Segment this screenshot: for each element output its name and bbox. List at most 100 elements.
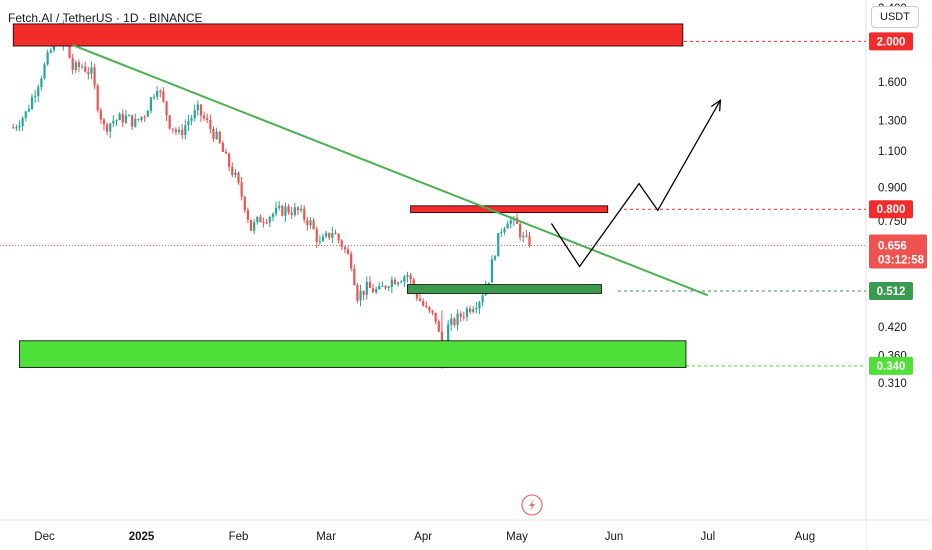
candle-body bbox=[368, 281, 372, 289]
current-price-value: 0.656 bbox=[878, 241, 907, 253]
price-tick-label: 0.750 bbox=[878, 216, 907, 228]
candle-body bbox=[359, 290, 362, 301]
candle-body bbox=[228, 153, 231, 167]
zone-resistance-mid[interactable] bbox=[410, 205, 609, 214]
candle-body bbox=[184, 125, 187, 135]
candle-body bbox=[378, 285, 381, 290]
candle-body bbox=[134, 118, 137, 127]
candle-body bbox=[453, 318, 456, 326]
candle-body bbox=[400, 281, 403, 283]
candle-body bbox=[140, 116, 143, 120]
candle-body bbox=[284, 206, 287, 216]
candle-body bbox=[240, 182, 243, 197]
candle-body bbox=[350, 254, 353, 269]
candle-body bbox=[174, 129, 178, 132]
candle-body bbox=[278, 205, 281, 208]
candle-body bbox=[459, 313, 462, 317]
candle-body bbox=[325, 232, 328, 237]
zone-resistance-top[interactable] bbox=[12, 23, 684, 47]
candle-body bbox=[27, 109, 30, 112]
time-axis[interactable] bbox=[0, 521, 866, 550]
candle-body bbox=[312, 220, 315, 230]
candle-body bbox=[396, 282, 400, 285]
projection-arrowhead bbox=[710, 98, 722, 112]
symbol-title[interactable]: Fetch.AI / TetherUS · 1D · BINANCE bbox=[8, 11, 203, 25]
candle-body bbox=[231, 166, 234, 176]
candle-body bbox=[146, 110, 149, 117]
candle-body bbox=[343, 246, 347, 250]
candle-body bbox=[112, 120, 115, 124]
time-tick-label: Mar bbox=[316, 531, 336, 543]
candle-body bbox=[293, 207, 296, 215]
candle-body bbox=[365, 281, 368, 295]
zone-support-bottom[interactable] bbox=[19, 340, 687, 368]
price-tick-label: 1.600 bbox=[878, 77, 907, 89]
candle-body bbox=[99, 110, 102, 120]
candle-body bbox=[274, 207, 278, 214]
candle-body bbox=[356, 285, 359, 301]
candle-body bbox=[253, 222, 256, 231]
price-tick-label: 0.420 bbox=[878, 322, 907, 334]
candle-body bbox=[84, 66, 87, 72]
candle-body bbox=[159, 90, 162, 92]
candle-body bbox=[437, 321, 440, 332]
candle-body bbox=[34, 95, 37, 98]
price-label-text: 0.512 bbox=[877, 286, 906, 298]
candle-body bbox=[434, 312, 437, 322]
candle-body bbox=[190, 118, 193, 121]
candle-body bbox=[199, 104, 203, 116]
price-tick-label: 1.100 bbox=[878, 146, 907, 158]
candle-body bbox=[237, 172, 240, 183]
candle-body bbox=[115, 119, 118, 121]
candle-body bbox=[525, 235, 528, 237]
candle-body bbox=[290, 212, 293, 215]
price-label-0.800 bbox=[869, 200, 913, 219]
projection-path[interactable] bbox=[550, 99, 721, 268]
price-label-0.512 bbox=[869, 281, 913, 300]
candle-body bbox=[187, 120, 190, 126]
candle-body bbox=[24, 111, 27, 119]
flash-glyph-icon bbox=[528, 499, 535, 511]
candle-body bbox=[71, 58, 74, 71]
candle-body bbox=[212, 128, 215, 139]
candle-body bbox=[181, 129, 184, 135]
candle-body bbox=[318, 241, 321, 243]
candle-body bbox=[12, 127, 15, 129]
trendline[interactable] bbox=[72, 44, 709, 297]
candle-body bbox=[481, 295, 484, 303]
candle-body bbox=[93, 67, 96, 86]
candle-body bbox=[387, 286, 390, 288]
candle-body bbox=[37, 87, 40, 96]
candle-body bbox=[371, 288, 375, 293]
candle-body bbox=[156, 90, 159, 97]
candle-body bbox=[268, 217, 271, 223]
candle-body bbox=[221, 142, 224, 152]
candle-body bbox=[503, 228, 506, 233]
candle-body bbox=[393, 279, 397, 285]
time-tick-label: Jul bbox=[701, 531, 716, 543]
candle-body bbox=[193, 110, 196, 119]
candle-body bbox=[353, 268, 356, 286]
candle-body bbox=[149, 97, 153, 111]
candle-body bbox=[447, 324, 450, 346]
candle-body bbox=[456, 313, 459, 326]
time-tick-label: Aug bbox=[795, 531, 815, 543]
candle-body bbox=[265, 222, 268, 224]
candle-body bbox=[43, 64, 46, 79]
price-tick-label: 1.300 bbox=[878, 115, 907, 127]
price-axis[interactable] bbox=[866, 0, 932, 550]
candle-body bbox=[418, 298, 422, 301]
bar-countdown: 03:12:58 bbox=[878, 255, 925, 267]
candle-body bbox=[287, 206, 290, 213]
candle-body bbox=[162, 91, 165, 102]
candle-body bbox=[346, 249, 350, 255]
zone-support-mid[interactable] bbox=[407, 284, 602, 294]
candle-body bbox=[321, 236, 325, 242]
candle-body bbox=[121, 113, 124, 123]
candle-body bbox=[87, 71, 90, 74]
currency-button[interactable]: USDT bbox=[871, 6, 919, 28]
candle-body bbox=[40, 78, 43, 88]
candle-body bbox=[209, 119, 212, 129]
candle-body bbox=[299, 208, 303, 211]
